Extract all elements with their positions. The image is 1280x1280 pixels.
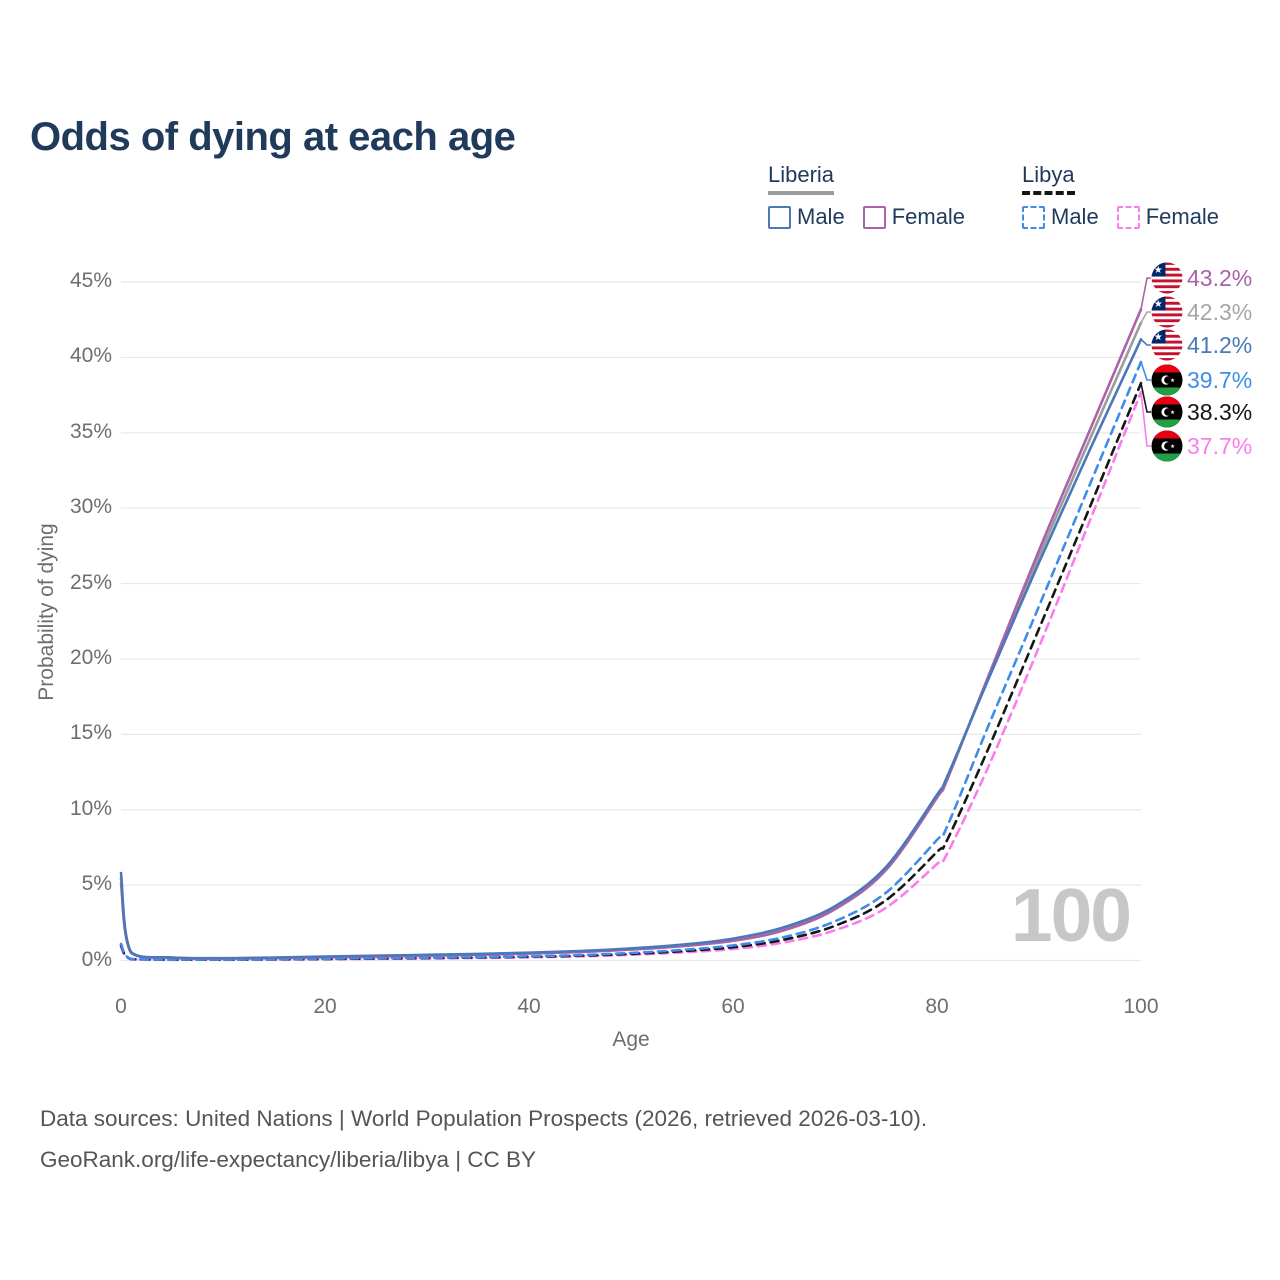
- leader-line-liberia-female: [1140, 277, 1151, 310]
- leader-line-libya-male: [1140, 361, 1151, 381]
- end-value-liberia-female: 43.2%: [1187, 265, 1253, 291]
- legend-group-libya: Libya Male Female: [1022, 162, 1237, 230]
- x-tick-0: 0: [115, 995, 127, 1018]
- line-libya-total[interactable]: [119, 381, 1143, 961]
- legend-title-liberia[interactable]: Liberia: [768, 162, 835, 195]
- legend-label-libya-male[interactable]: Male: [1051, 204, 1099, 229]
- line-liberia-male[interactable]: [119, 338, 1143, 960]
- y-tick-35: 35%: [69, 419, 112, 443]
- plot-area[interactable]: [0, 0, 1280, 1090]
- legend-title-libya[interactable]: Libya: [1022, 162, 1075, 195]
- end-value-liberia-male: 41.2%: [1187, 332, 1253, 358]
- line-liberia-female[interactable]: [119, 307, 1143, 960]
- x-tick-60: 60: [721, 995, 745, 1018]
- x-tick-100: 100: [1123, 995, 1159, 1018]
- legend-swatch-libya-male[interactable]: [1022, 205, 1045, 229]
- y-tick-20: 20%: [69, 645, 112, 669]
- flag-icon-libya: [1151, 396, 1183, 428]
- x-tick-80: 80: [925, 995, 949, 1018]
- footer-data-sources: Data sources: United Nations | World Pop…: [40, 1106, 928, 1131]
- leader-line-libya-female: [1140, 392, 1151, 447]
- y-tick-25: 25%: [69, 570, 112, 594]
- footer-attribution: GeoRank.org/life-expectancy/liberia/liby…: [40, 1147, 537, 1172]
- legend-swatch-liberia-male[interactable]: [768, 205, 791, 229]
- end-value-libya-male: 39.7%: [1187, 367, 1253, 393]
- x-axis-title: Age: [612, 1028, 650, 1051]
- flag-icon-liberia: [1151, 262, 1183, 294]
- y-tick-5: 5%: [81, 872, 112, 896]
- hover-age-indicator: 100: [1010, 873, 1132, 957]
- line-liberia-total[interactable]: [119, 321, 1143, 960]
- x-tick-20: 20: [313, 995, 337, 1018]
- flag-icon-liberia: [1151, 296, 1183, 328]
- leader-line-libya-total: [1140, 382, 1151, 413]
- page-title: Odds of dying at each age: [30, 114, 516, 159]
- leader-line-liberia-total: [1140, 311, 1151, 324]
- legend-group-liberia: Liberia Male Female: [768, 162, 983, 230]
- legend-label-liberia-male[interactable]: Male: [797, 204, 845, 229]
- x-tick-40: 40: [517, 995, 541, 1018]
- end-value-libya-female: 37.7%: [1187, 433, 1253, 459]
- flag-icon-libya: [1151, 430, 1183, 462]
- end-value-liberia-total: 42.3%: [1187, 299, 1253, 325]
- y-tick-45: 45%: [69, 269, 112, 293]
- flag-icon-libya: [1151, 364, 1183, 396]
- line-libya-male[interactable]: [119, 360, 1143, 961]
- flag-icon-liberia: [1151, 329, 1183, 361]
- legend-label-libya-female[interactable]: Female: [1145, 204, 1220, 229]
- y-tick-30: 30%: [69, 495, 112, 519]
- y-tick-15: 15%: [69, 721, 112, 745]
- legend-swatch-liberia-female[interactable]: [862, 205, 886, 229]
- legend-swatch-libya-female[interactable]: [1116, 205, 1140, 229]
- legend-label-liberia-female[interactable]: Female: [891, 204, 966, 229]
- end-value-libya-total: 38.3%: [1187, 399, 1253, 425]
- y-tick-0: 0%: [81, 947, 112, 971]
- leader-line-liberia-male: [1140, 338, 1151, 346]
- y-tick-10: 10%: [69, 796, 112, 820]
- y-tick-40: 40%: [69, 344, 112, 368]
